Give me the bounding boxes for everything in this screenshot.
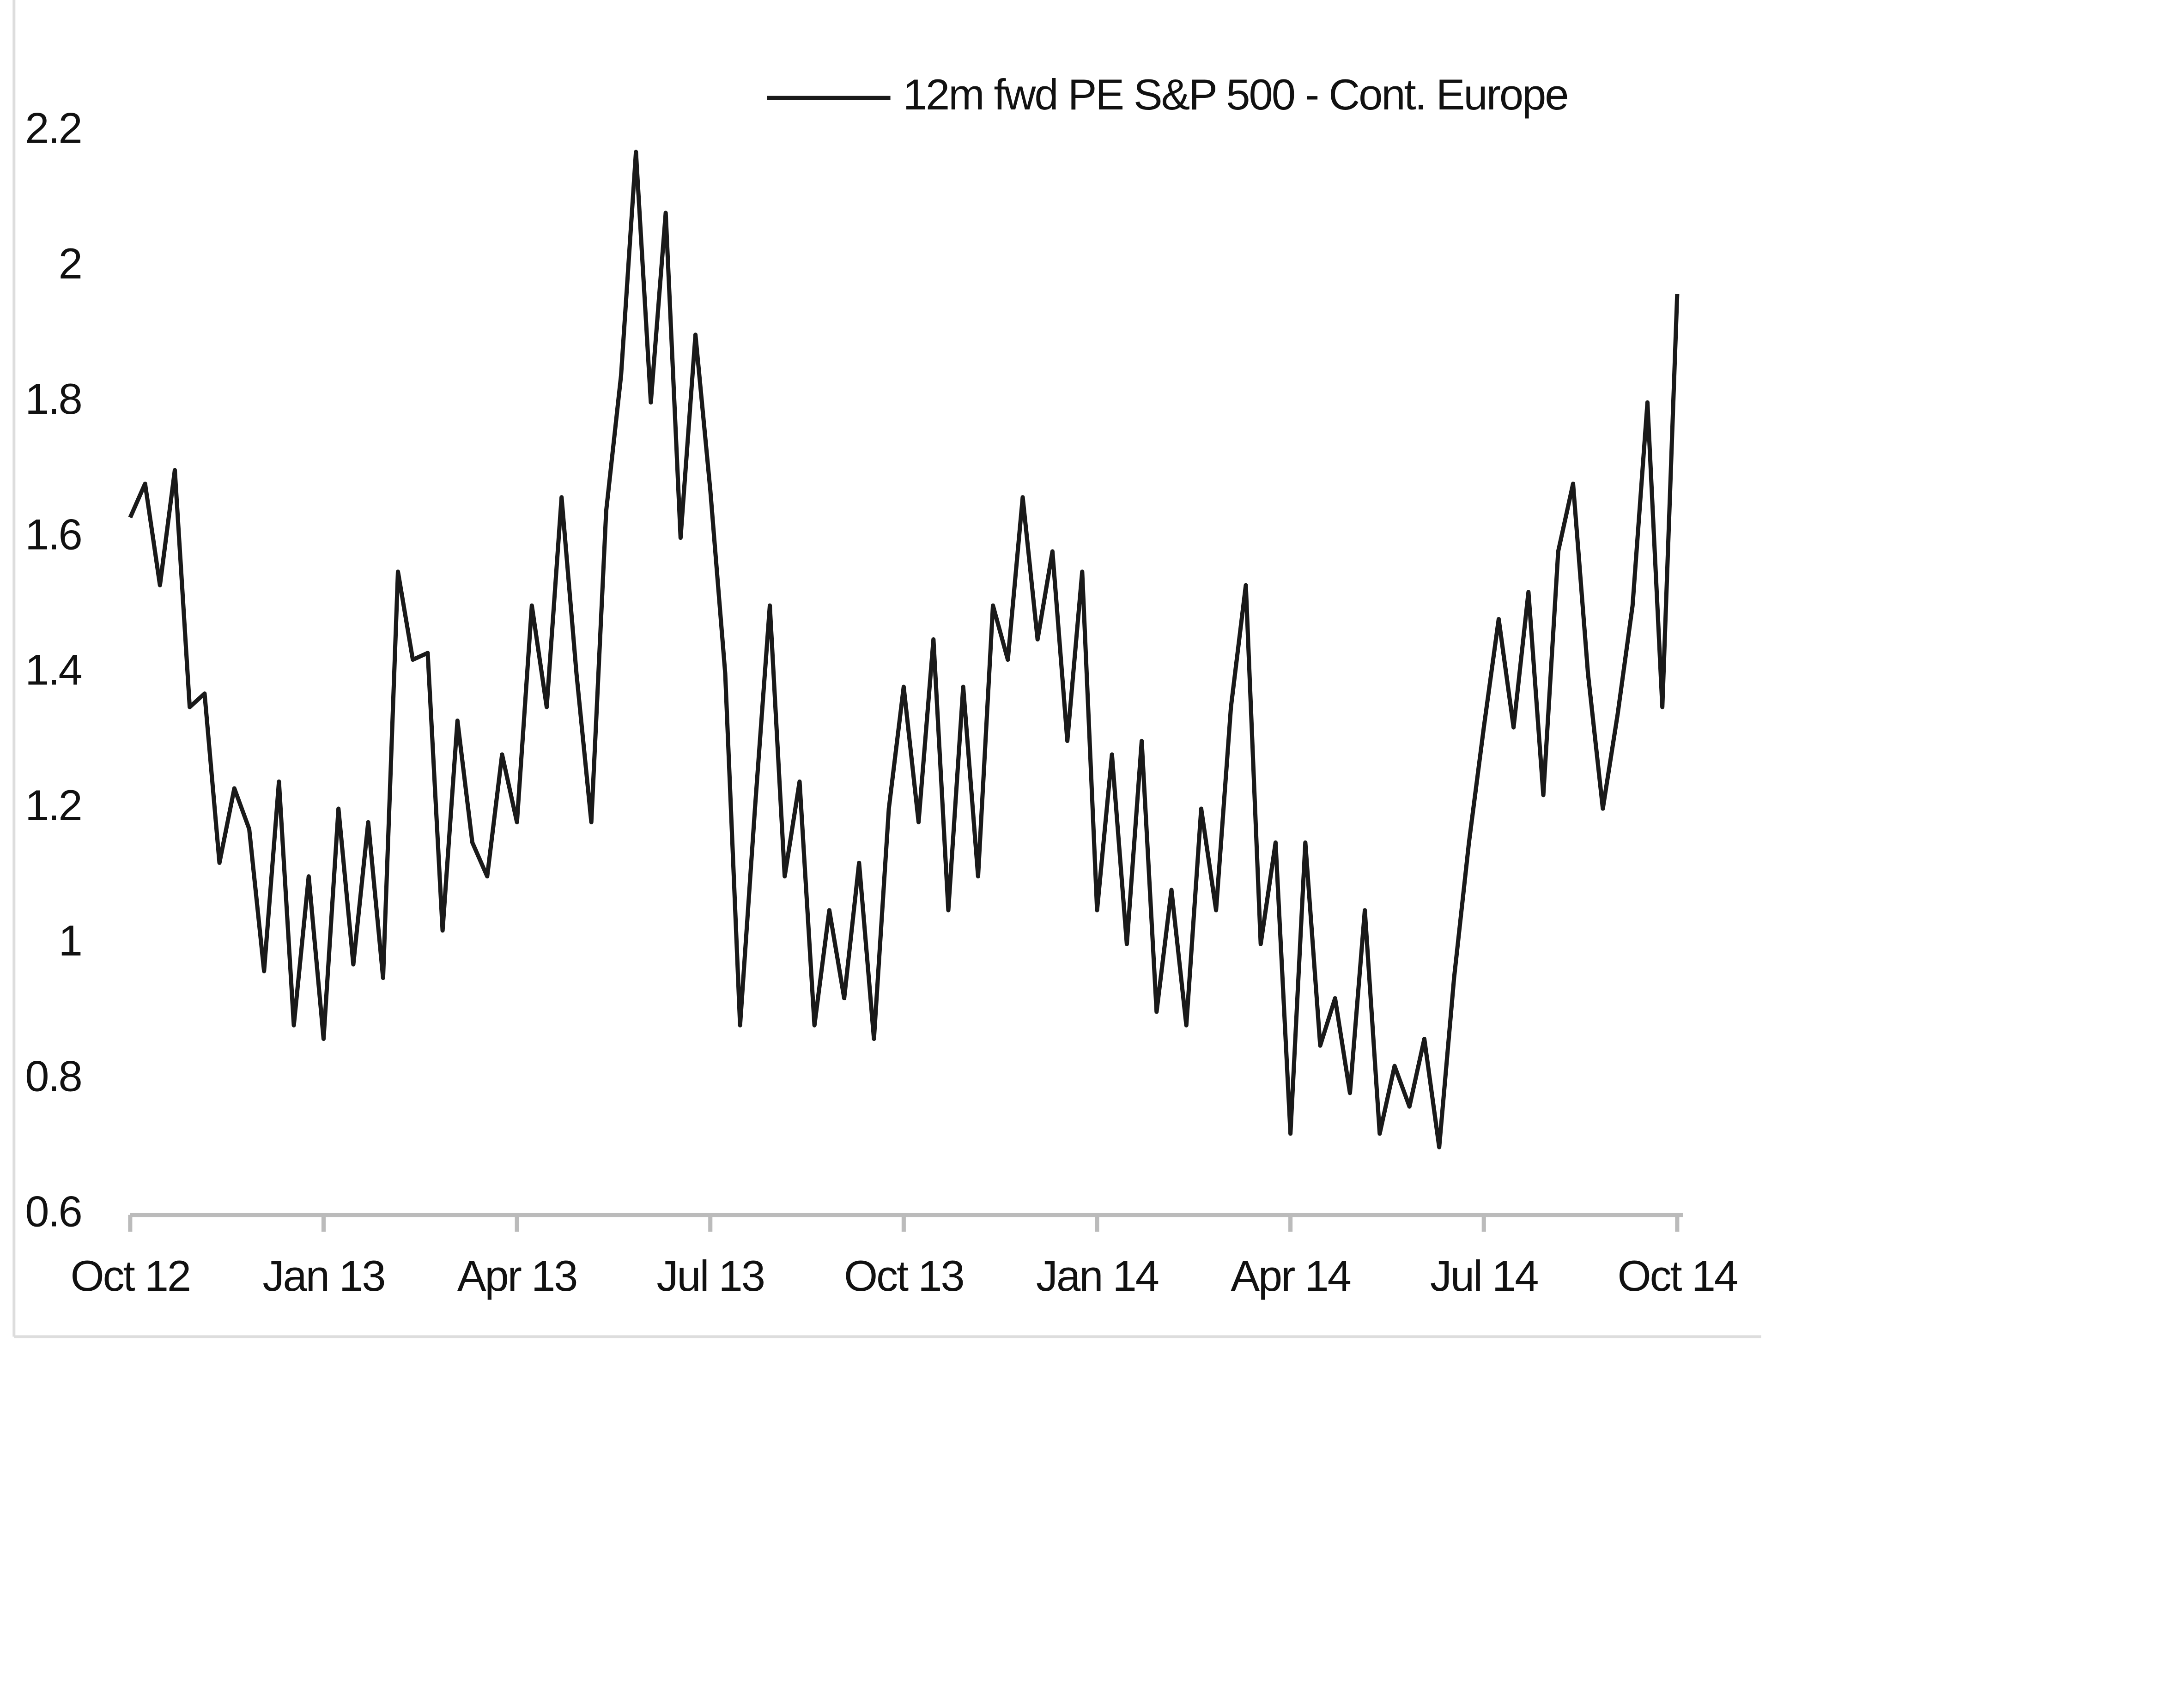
x-tick-label: Jul 13 [656, 1252, 764, 1300]
x-tick-label: Apr 13 [457, 1252, 577, 1300]
x-tick-label: Jan 14 [1036, 1252, 1159, 1300]
y-tick-label: 1.6 [25, 510, 81, 558]
y-tick-label: 1.8 [25, 375, 81, 423]
x-tick-label: Apr 14 [1231, 1252, 1350, 1300]
y-tick-label: 2.2 [25, 104, 81, 152]
x-tick-label: Oct 13 [844, 1252, 964, 1300]
x-tick-label: Jul 14 [1430, 1252, 1538, 1300]
y-tick-label: 1.2 [25, 781, 81, 829]
x-tick-label: Oct 12 [71, 1252, 190, 1300]
series-line [128, 150, 1680, 1149]
legend-label: 12m fwd PE S&P 500 - Cont. Europe [903, 70, 1568, 119]
y-tick-label: 2 [59, 239, 81, 288]
y-tick-label: 0.6 [25, 1187, 81, 1236]
y-tick-label: 1.4 [25, 646, 81, 694]
x-tick-label: Jan 13 [263, 1252, 385, 1300]
x-tick-label: Oct 14 [1618, 1252, 1737, 1300]
y-tick-label: 1 [59, 916, 81, 965]
y-tick-label: 0.8 [25, 1052, 81, 1100]
